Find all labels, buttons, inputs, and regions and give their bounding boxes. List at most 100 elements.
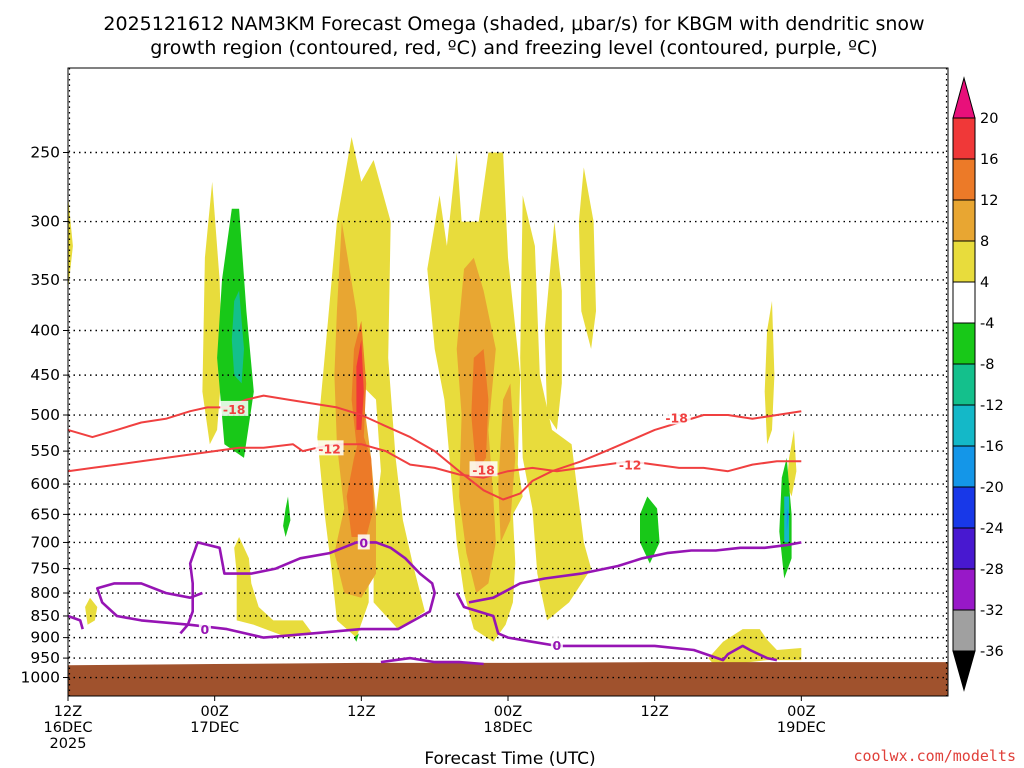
y-tick-label: 850 bbox=[30, 607, 60, 625]
chart-title-line-1: 2025121612 NAM3KM Forecast Omega (shaded… bbox=[103, 13, 924, 35]
contour-labels: -18 -12 -18 -12 -18 0 0 0 bbox=[198, 400, 691, 653]
freezing-level-contour bbox=[455, 592, 778, 662]
omega-region bbox=[764, 301, 775, 445]
dgz-contour--18 bbox=[67, 394, 802, 501]
x-tick-label: 00Z bbox=[200, 704, 228, 720]
colorbar-tick-label: -24 bbox=[980, 521, 1004, 537]
y-tick-label: 750 bbox=[30, 560, 60, 578]
colorbar-tick-label: 20 bbox=[980, 111, 998, 127]
contour-label-bg bbox=[198, 621, 211, 637]
contour-label-bg bbox=[469, 461, 498, 477]
contour-label: -12 bbox=[619, 458, 642, 473]
omega-region bbox=[578, 167, 596, 349]
contour-label: -18 bbox=[665, 410, 688, 425]
omega-region bbox=[202, 181, 222, 445]
y-tick-label: 450 bbox=[30, 366, 60, 384]
colorbar-bottom-triangle bbox=[952, 650, 976, 692]
colorbar-bin bbox=[952, 486, 976, 529]
colorbar-tick-label: -12 bbox=[980, 398, 1004, 414]
contour-label: -18 bbox=[223, 402, 246, 417]
omega-region bbox=[356, 339, 364, 430]
omega-region bbox=[498, 383, 516, 543]
credit-text: coolwx.com/modelts bbox=[853, 747, 1016, 765]
contour-label-bg bbox=[357, 534, 370, 550]
colorbar-tick-label: 4 bbox=[980, 275, 989, 291]
freezing-level-contour bbox=[96, 541, 436, 639]
colorbar-tick-label: 12 bbox=[980, 193, 998, 209]
x-tick-label: 00Z bbox=[787, 704, 815, 720]
omega-region bbox=[283, 496, 291, 537]
freezing-level-contour bbox=[67, 614, 84, 630]
y-tick-label: 300 bbox=[30, 213, 60, 231]
y-tick-label: 350 bbox=[30, 271, 60, 289]
x-tick-label: 12Z bbox=[347, 704, 375, 720]
contour-label: 0 bbox=[359, 535, 368, 550]
contour-label-bg bbox=[616, 456, 645, 472]
contour-label: 0 bbox=[553, 638, 562, 653]
y-tick-label: 1000 bbox=[21, 669, 60, 687]
temperature-contours bbox=[67, 394, 802, 666]
colorbar-bin bbox=[952, 404, 976, 447]
colorbar-bin bbox=[952, 199, 976, 242]
colorbar-bin bbox=[952, 527, 976, 570]
colorbar-bin bbox=[952, 117, 976, 160]
colorbar-bin bbox=[952, 363, 976, 406]
x-tick-label: 17DEC bbox=[190, 720, 239, 736]
y-tick-label: 250 bbox=[30, 144, 60, 162]
y-tick-label: 650 bbox=[30, 505, 60, 523]
y-tick-label: 800 bbox=[30, 584, 60, 602]
colorbar-tick-label: -36 bbox=[980, 644, 1004, 660]
contour-label: 0 bbox=[201, 622, 210, 637]
y-tick-label: 950 bbox=[30, 649, 60, 667]
contour-label: -12 bbox=[318, 441, 341, 456]
omega-region bbox=[354, 633, 359, 642]
omega-shading bbox=[68, 137, 802, 664]
freezing-level-contour bbox=[468, 541, 802, 604]
colorbar: 20 16 12 8 4 -4 -8 -12 -16 -20 -24 -28 -32 -36 bbox=[952, 76, 1004, 692]
contour-label-bg bbox=[550, 637, 563, 653]
dgz-contour--12 bbox=[67, 443, 802, 479]
colorbar-bin bbox=[952, 281, 976, 324]
colorbar-bin bbox=[952, 445, 976, 488]
x-tick-label: 19DEC bbox=[777, 720, 826, 736]
omega-region bbox=[784, 496, 790, 543]
colorbar-tick-label: -16 bbox=[980, 439, 1004, 455]
colorbar-tick-label: -4 bbox=[980, 316, 994, 332]
colorbar-bin bbox=[952, 568, 976, 611]
omega-region bbox=[85, 597, 98, 625]
colorbar-tick-label: -8 bbox=[980, 357, 994, 373]
omega-region bbox=[520, 195, 592, 621]
omega-region bbox=[544, 221, 562, 430]
colorbar-tick-label: 16 bbox=[980, 152, 998, 168]
colorbar-bin bbox=[952, 240, 976, 283]
x-tick-label: 00Z bbox=[494, 704, 522, 720]
chart-title-line-2: growth region (contoured, red, ºC) and f… bbox=[150, 37, 877, 59]
x-tick-label: 12Z bbox=[54, 704, 82, 720]
surface-fill bbox=[68, 662, 948, 696]
y-tick-label: 400 bbox=[30, 322, 60, 340]
omega-region bbox=[234, 537, 313, 638]
x-tick-label: 2025 bbox=[50, 736, 87, 752]
colorbar-top-triangle bbox=[952, 76, 976, 119]
x-axis-title: Forecast Time (UTC) bbox=[424, 749, 595, 768]
y-tick-label: 700 bbox=[30, 533, 60, 551]
omega-region bbox=[471, 349, 489, 472]
colorbar-bin bbox=[952, 609, 976, 652]
contour-label-bg bbox=[315, 440, 344, 456]
colorbar-tick-label: 8 bbox=[980, 234, 989, 250]
omega-region bbox=[231, 290, 244, 384]
freezing-level-contour bbox=[380, 656, 484, 666]
x-tick-label: 18DEC bbox=[484, 720, 533, 736]
contour-label-bg bbox=[662, 409, 691, 425]
y-tick-label: 600 bbox=[30, 475, 60, 493]
y-tick-label: 550 bbox=[30, 442, 60, 460]
omega-region bbox=[708, 629, 802, 664]
omega-region bbox=[640, 496, 660, 564]
omega-region bbox=[786, 429, 797, 497]
colorbar-tick-label: -32 bbox=[980, 603, 1004, 619]
colorbar-bin bbox=[952, 322, 976, 365]
terrain-surface bbox=[68, 662, 948, 696]
